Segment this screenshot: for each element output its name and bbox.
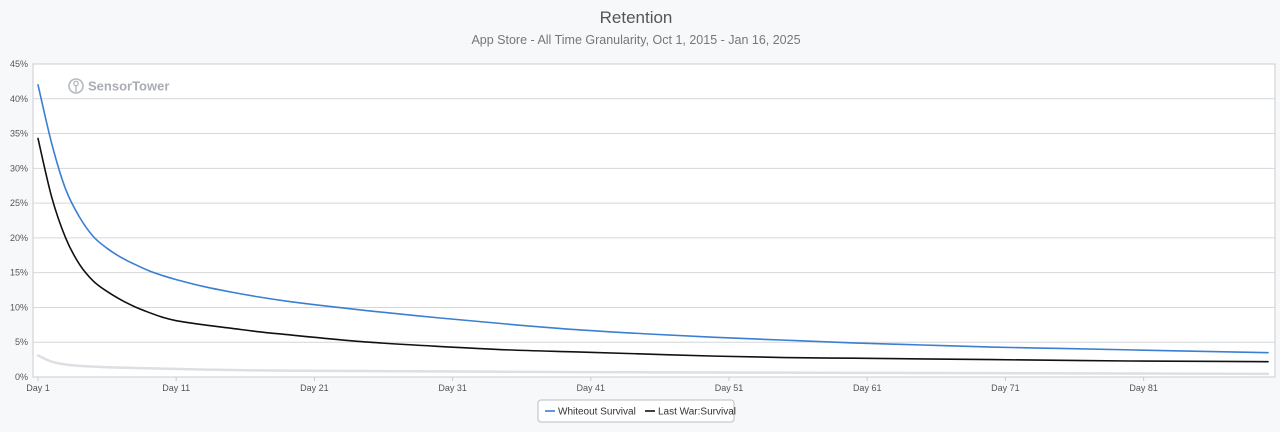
- x-tick-label: Day 31: [438, 383, 467, 393]
- y-tick-label: 45%: [10, 59, 28, 69]
- legend-label: Whiteout Survival: [558, 407, 636, 418]
- series-lines: [36, 84, 1270, 376]
- x-tick-label: Day 11: [162, 383, 190, 393]
- legend-item-whiteout-survival[interactable]: Whiteout Survival: [545, 407, 636, 418]
- y-tick-label: 30%: [10, 163, 28, 173]
- plot-area: [32, 63, 1276, 378]
- x-tick-label: Day 51: [715, 383, 744, 393]
- legend-item-last-war-survival[interactable]: Last War:Survival: [645, 407, 736, 418]
- y-tick-label: 35%: [10, 129, 28, 139]
- gridlines: [33, 98, 1275, 343]
- sensor-tower-logo-icon: [68, 78, 84, 94]
- y-tick-label: 15%: [10, 268, 28, 278]
- y-tick-label: 25%: [10, 198, 28, 208]
- x-axis-ticks: Day 1 Day 11 Day 21 Day 31 Day 41 Day 51 Day 6…: [26, 377, 1158, 393]
- series-line-last-war-survival: [37, 137, 1269, 363]
- x-tick-label: Day 21: [300, 383, 329, 393]
- watermark-text: SensorTower: [88, 79, 169, 94]
- legend[interactable]: Whiteout Survival Last War:Survival: [537, 399, 736, 423]
- x-tick-label: Day 71: [991, 383, 1020, 393]
- x-tick-label: Day 81: [1129, 383, 1158, 393]
- series-line-background: [36, 354, 1270, 376]
- legend-box: [537, 399, 735, 423]
- y-tick-label: 40%: [10, 94, 28, 104]
- y-tick-label: 20%: [10, 233, 28, 243]
- chart-subtitle: App Store - All Time Granularity, Oct 1,…: [471, 33, 800, 47]
- x-tick-label: Day 61: [853, 383, 882, 393]
- x-tick-label: Day 41: [577, 383, 606, 393]
- y-tick-label: 5%: [15, 337, 28, 347]
- y-tick-label: 10%: [10, 302, 28, 312]
- legend-label: Last War:Survival: [658, 407, 736, 418]
- x-tick-label: Day 1: [26, 383, 50, 393]
- y-tick-label: 0%: [15, 372, 28, 382]
- chart-title: Retention: [600, 8, 673, 27]
- series-line-whiteout-survival: [37, 84, 1269, 354]
- sensor-tower-watermark: SensorTower: [68, 78, 169, 94]
- y-axis-ticks: 0% 5% 10% 15% 20% 25% 30% 35% 40% 45%: [10, 59, 28, 382]
